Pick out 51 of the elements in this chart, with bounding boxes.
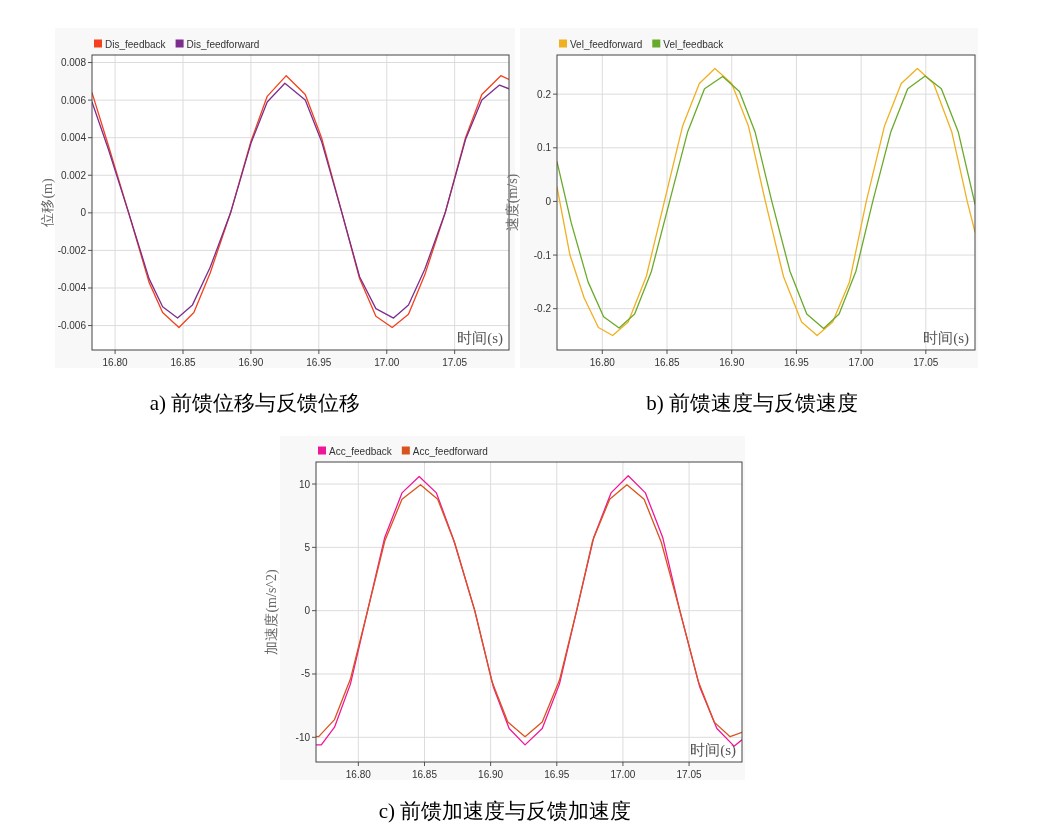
x-tick-label: 16.80 <box>102 357 129 368</box>
x-tick-label: 16.85 <box>411 769 438 780</box>
y-tick-label: 0 <box>80 207 87 219</box>
x-tick-label: 16.90 <box>719 357 745 368</box>
x-tick-label: 17.05 <box>913 357 939 368</box>
x-tick-label: 16.80 <box>589 357 616 368</box>
x-tick-label: 16.80 <box>345 769 372 780</box>
legend-label: Vel_feedback <box>663 38 725 50</box>
x-tick-label: 17.00 <box>374 357 400 368</box>
legend-label: Acc_feedback <box>329 445 393 457</box>
x-tick-label: 17.00 <box>848 357 875 368</box>
legend-label: Acc_feedforward <box>412 445 488 457</box>
x-tick-label: 16.90 <box>238 357 264 368</box>
y-axis-title: 速度(m/s) <box>505 173 521 232</box>
text: c) 前馈加速度与反馈加速度 <box>378 799 632 823</box>
x-axis-title: 时间(s) <box>923 330 969 347</box>
x-tick-label: 17.05 <box>676 769 703 780</box>
y-tick-label: -10 <box>295 731 311 743</box>
y-tick-label: -5 <box>301 668 311 680</box>
x-tick-label: 16.95 <box>783 357 810 368</box>
x-tick-label: 17.00 <box>610 769 636 780</box>
y-tick-label: 10 <box>298 478 311 490</box>
x-tick-label: 16.90 <box>478 769 504 780</box>
text: b) 前馈速度与反馈速度 <box>646 391 858 415</box>
legend-label: Dis_feedforward <box>186 38 260 50</box>
x-tick-label: 16.95 <box>306 357 332 368</box>
x-tick-label: 16.95 <box>544 769 570 780</box>
x-axis-title: 时间(s) <box>690 742 736 759</box>
y-tick-label: 0.004 <box>60 132 87 144</box>
y-tick-label: 0.002 <box>60 169 87 181</box>
y-tick-label: -0.002 <box>57 244 87 256</box>
x-axis-title: 时间(s) <box>457 330 503 347</box>
legend-label: Vel_feedforward <box>570 38 643 50</box>
y-axis-title: 加速度(m/s^2) <box>264 569 280 655</box>
y-tick-label: -0.2 <box>533 303 552 315</box>
y-tick-label: 0 <box>304 605 311 617</box>
y-tick-label: 0.006 <box>60 94 87 106</box>
y-tick-label: -0.1 <box>533 249 552 261</box>
y-tick-label: 0 <box>545 195 552 207</box>
y-tick-label: 0.1 <box>537 142 552 154</box>
legend-label: Dis_feedback <box>105 38 167 50</box>
text: a) 前馈位移与反馈位移 <box>149 391 361 415</box>
x-tick-label: 16.85 <box>654 357 680 368</box>
x-tick-label: 17.05 <box>442 357 468 368</box>
y-tick-label: 5 <box>304 541 311 553</box>
y-axis-title: 位移(m) <box>40 178 56 227</box>
y-tick-label: 0.008 <box>60 57 87 69</box>
y-tick-label: 0.2 <box>537 88 552 100</box>
y-tick-label: -0.006 <box>57 320 87 332</box>
x-tick-label: 16.85 <box>170 357 196 368</box>
y-tick-label: -0.004 <box>57 282 87 294</box>
